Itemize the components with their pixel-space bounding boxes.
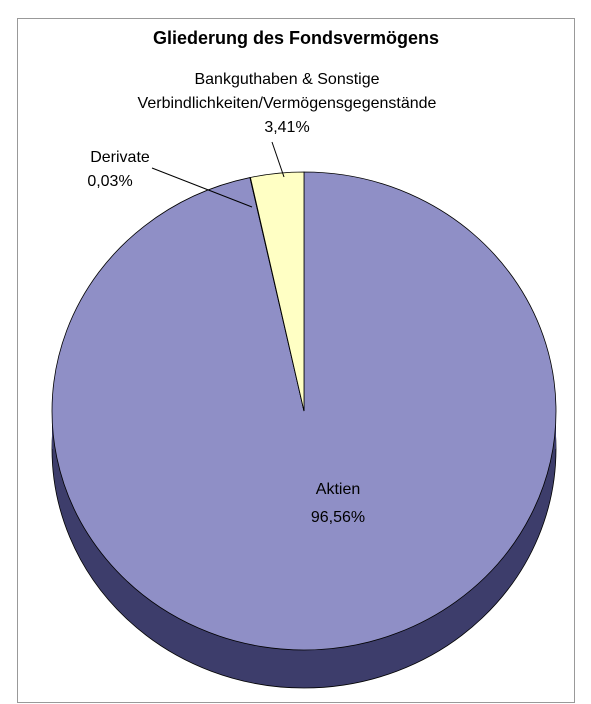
leader-line	[271, 141, 285, 178]
slice-value-label: 96,56%	[310, 509, 366, 526]
slice-value-label: 0,03%	[87, 173, 133, 190]
slice-value-label: 3,41%	[264, 119, 310, 136]
pie	[51, 171, 557, 689]
leader-line	[151, 167, 253, 208]
slice-label: Aktien	[315, 481, 361, 498]
slice-label: Derivate	[90, 149, 150, 166]
chart-title: Gliederung des Fondsvermögens	[152, 28, 440, 48]
slice-label: Bankguthaben & Sonstige Verbindlichkeite…	[137, 71, 437, 112]
pie-slice	[249, 171, 305, 412]
chart-border	[17, 18, 575, 703]
